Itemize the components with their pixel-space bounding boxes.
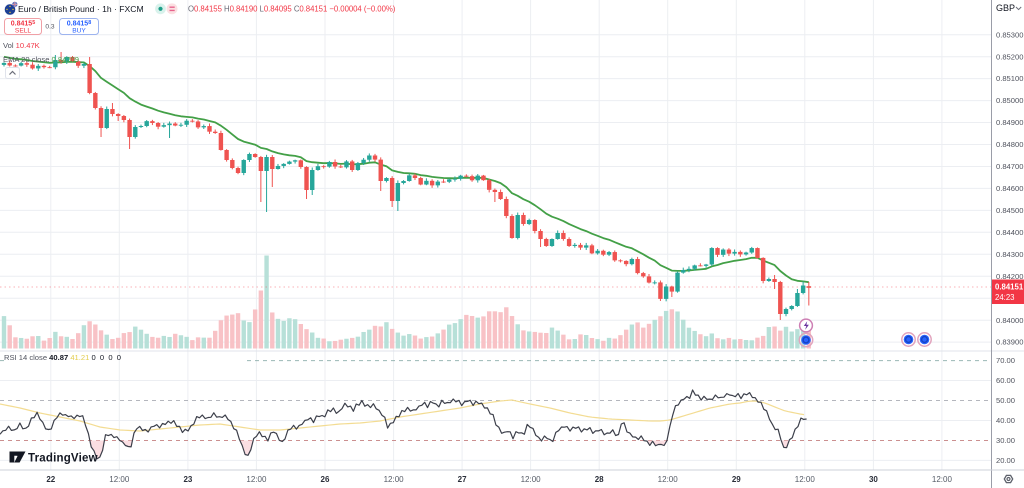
svg-text:60.00: 60.00 xyxy=(996,376,1015,385)
svg-text:EMA 20 close 0.84209: EMA 20 close 0.84209 xyxy=(3,55,79,64)
svg-text:12:00: 12:00 xyxy=(932,475,953,484)
svg-text:0.84700: 0.84700 xyxy=(996,162,1023,171)
svg-text:Vol 10.47K: Vol 10.47K xyxy=(3,41,40,50)
svg-text:0.83900: 0.83900 xyxy=(996,338,1023,347)
svg-text:O0.84155 H0.84190 L0.84095 C0.: O0.84155 H0.84190 L0.84095 C0.84151 −0.0… xyxy=(188,5,396,14)
svg-text:26: 26 xyxy=(321,475,330,484)
svg-text:0.84158: 0.84158 xyxy=(67,20,91,28)
svg-text:30: 30 xyxy=(869,475,878,484)
svg-text:RSI 14 close 40.87 41.21 0 0: RSI 14 close 40.87 41.21 0 0 0 0 xyxy=(4,353,121,362)
svg-text:BUY: BUY xyxy=(72,28,86,35)
svg-text:40.00: 40.00 xyxy=(996,416,1015,425)
svg-text:12:00: 12:00 xyxy=(384,475,405,484)
svg-text:12:00: 12:00 xyxy=(521,475,542,484)
svg-text:50.00: 50.00 xyxy=(996,396,1015,405)
svg-text:0.85000: 0.85000 xyxy=(996,96,1023,105)
svg-text:0.84900: 0.84900 xyxy=(996,118,1023,127)
svg-text:0.84600: 0.84600 xyxy=(996,184,1023,193)
svg-text:30.00: 30.00 xyxy=(996,436,1015,445)
svg-text:0.84155: 0.84155 xyxy=(11,20,35,28)
svg-text:0.84500: 0.84500 xyxy=(996,206,1023,215)
svg-text:0.85100: 0.85100 xyxy=(996,74,1023,83)
svg-text:Euro / British Pound · 1h · FX: Euro / British Pound · 1h · FXCM xyxy=(18,4,144,14)
svg-text:0.84151: 0.84151 xyxy=(995,283,1024,292)
svg-text:0.84300: 0.84300 xyxy=(996,250,1023,259)
svg-text:0.3: 0.3 xyxy=(45,24,54,31)
svg-text:12:00: 12:00 xyxy=(109,475,130,484)
svg-text:0.85200: 0.85200 xyxy=(996,52,1023,61)
svg-text:70.00: 70.00 xyxy=(996,356,1015,365)
svg-text:12:00: 12:00 xyxy=(246,475,267,484)
svg-text:0.85300: 0.85300 xyxy=(996,30,1023,39)
svg-text:SELL: SELL xyxy=(15,28,31,35)
svg-text:27: 27 xyxy=(458,475,467,484)
svg-text:0.84400: 0.84400 xyxy=(996,228,1023,237)
svg-text:20.00: 20.00 xyxy=(996,456,1015,465)
svg-text:22: 22 xyxy=(46,475,55,484)
svg-text:23: 23 xyxy=(183,475,192,484)
svg-text:12:00: 12:00 xyxy=(795,475,816,484)
svg-text:0.84000: 0.84000 xyxy=(996,316,1023,325)
svg-text:TradingView: TradingView xyxy=(28,453,98,465)
svg-text:0.84800: 0.84800 xyxy=(996,140,1023,149)
svg-text:28: 28 xyxy=(595,475,604,484)
svg-text:24:23: 24:23 xyxy=(995,293,1015,302)
svg-text:29: 29 xyxy=(732,475,741,484)
svg-text:GBP: GBP xyxy=(996,3,1015,13)
svg-text:12:00: 12:00 xyxy=(658,475,679,484)
svg-text:0.84200: 0.84200 xyxy=(996,272,1023,281)
